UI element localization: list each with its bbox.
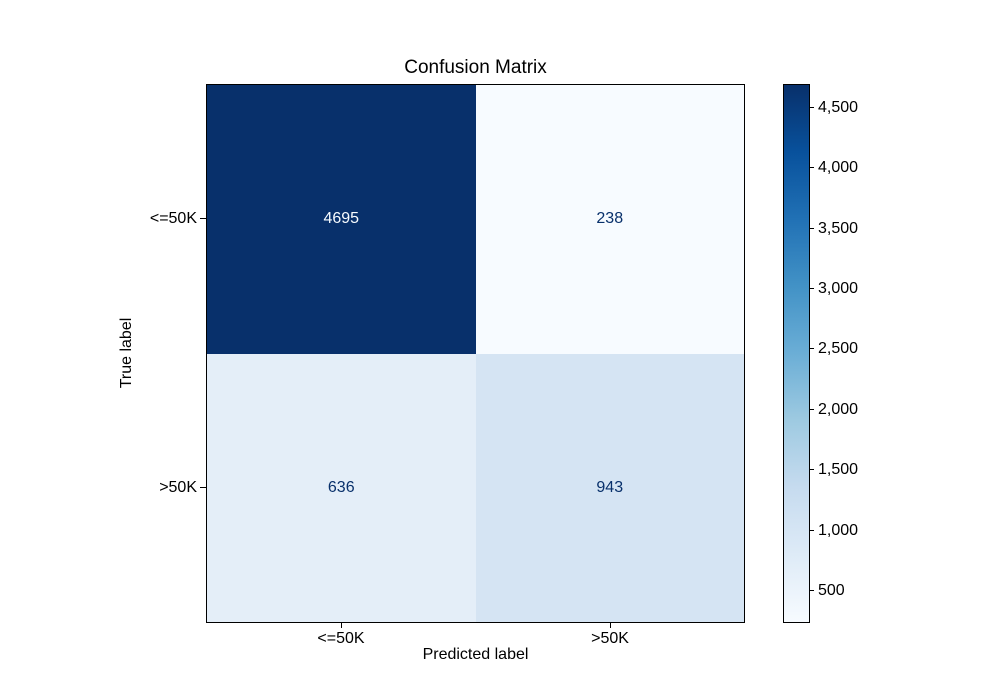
x-tick-label: <=50K: [317, 630, 365, 647]
y-axis-label: True label: [118, 317, 135, 389]
tick-mark: [810, 348, 814, 349]
tick-mark: [810, 530, 814, 531]
x-tick-label: >50K: [591, 630, 629, 647]
colorbar-tick-label: 4,000: [818, 159, 859, 176]
colorbar-tick-label: 2,000: [818, 401, 859, 418]
heatmap: 4695 238 636 943: [206, 84, 745, 623]
tick-mark: [341, 623, 342, 628]
y-tick-label: <=50K: [149, 210, 197, 227]
tick-mark: [810, 590, 814, 591]
chart-title: Confusion Matrix: [404, 57, 547, 78]
matrix-cell: 943: [475, 353, 744, 622]
colorbar-tick-label: 500: [818, 582, 845, 599]
matrix-cell: 4695: [207, 85, 476, 354]
tick-mark: [200, 218, 206, 219]
colorbar-tick-label: 3,500: [818, 220, 859, 237]
tick-mark: [610, 623, 611, 628]
tick-mark: [810, 167, 814, 168]
tick-mark: [810, 469, 814, 470]
matrix-cell: 238: [475, 85, 744, 354]
colorbar-tick-label: 1,000: [818, 522, 859, 539]
tick-mark: [810, 107, 814, 108]
tick-mark: [810, 409, 814, 410]
colorbar-tick-label: 4,500: [818, 99, 859, 116]
x-axis-label: Predicted label: [422, 646, 529, 663]
tick-mark: [200, 487, 206, 488]
y-tick-label: >50K: [159, 479, 197, 496]
colorbar: [783, 84, 810, 623]
colorbar-tick-label: 2,500: [818, 340, 859, 357]
colorbar-tick-label: 1,500: [818, 461, 859, 478]
matrix-cell: 636: [207, 353, 476, 622]
tick-mark: [810, 228, 814, 229]
tick-mark: [810, 288, 814, 289]
colorbar-tick-label: 3,000: [818, 280, 859, 297]
